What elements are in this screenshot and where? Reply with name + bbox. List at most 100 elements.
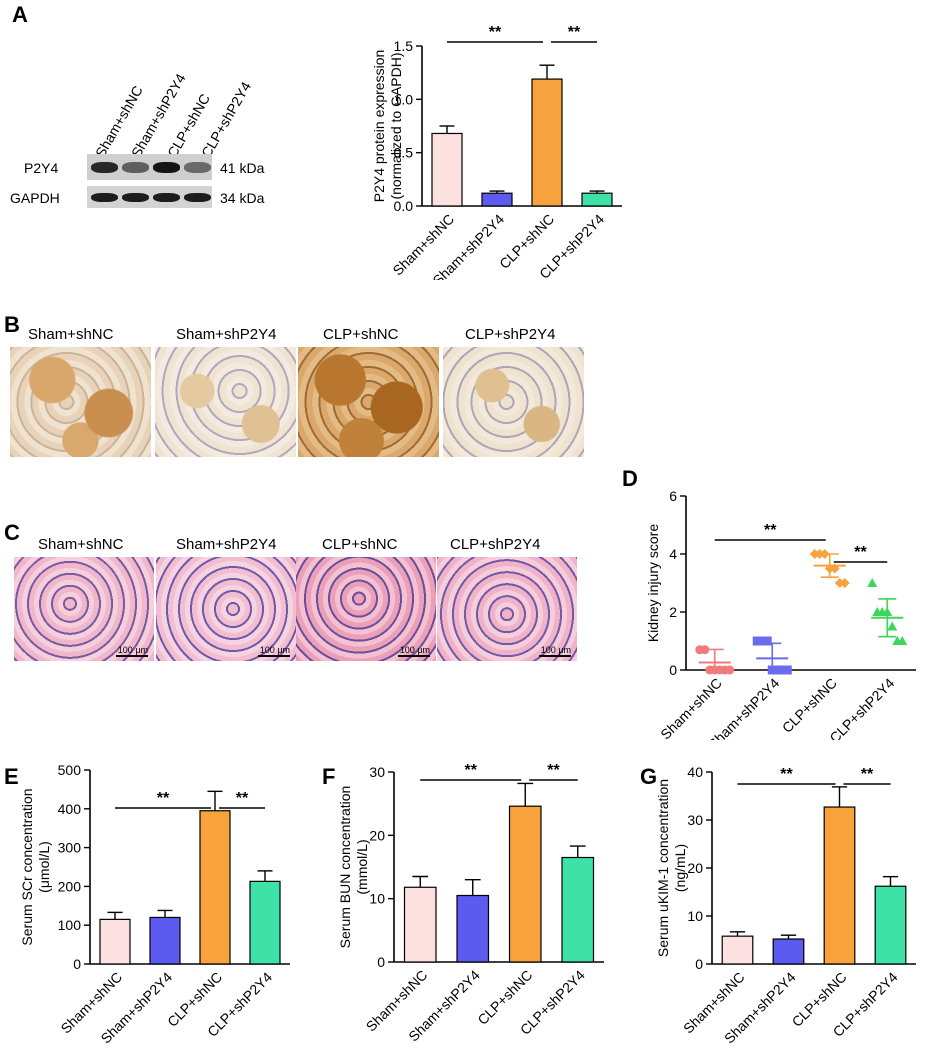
bar [199, 810, 231, 965]
blot-band [122, 161, 149, 174]
y-axis-label-2: (normalized to GAPDH) [388, 52, 404, 199]
chart-g: 0 10 20 30 40 Serum uKIM-1 concentration (ng/m… [655, 764, 916, 1046]
blot-band [184, 161, 211, 174]
significance-label: ** [489, 24, 502, 41]
scale-bar [539, 655, 571, 657]
y-tick-label: 6 [669, 488, 677, 504]
y-tick-label: 200 [58, 878, 82, 894]
western-blot: Sham+shNC Sham+shP2Y4 CLP+shNC CLP+shP2Y… [10, 40, 280, 210]
panel-letter-d: D [622, 466, 638, 491]
chart-a: 0.0 0.5 1.0 1.5 P2Y4 protein expression (norm… [371, 24, 622, 280]
blot-strip-gapdh [87, 186, 212, 208]
lane-label: CLP+shP2Y4 [198, 78, 255, 160]
bar [99, 918, 131, 965]
y-axis-label: Serum SCr concentration [19, 788, 35, 945]
y-axis-label: P2Y4 protein expression [371, 50, 387, 203]
data-point [782, 665, 792, 675]
he-image-clp-shp2y4: 100 μm [437, 557, 577, 661]
y-tick-label: 10 [369, 891, 385, 907]
blot-band [91, 192, 118, 203]
panel-letter-f: F [322, 764, 336, 789]
y-axis-label-2: (ng/mL) [672, 844, 688, 892]
data-point [700, 645, 710, 655]
y-tick-label: 10 [687, 908, 703, 924]
ihc-header: Sham+shP2Y4 [176, 326, 277, 343]
significance-label: ** [780, 766, 793, 783]
data-point [839, 578, 850, 588]
blot-size-label: 34 kDa [220, 190, 265, 206]
blot-band [184, 192, 211, 203]
data-point [897, 636, 908, 645]
data-point [762, 636, 772, 646]
y-tick-label: 40 [687, 764, 703, 780]
chart-e: 0 100 200 300 400 500 Serum SCr concentration(… [19, 762, 290, 1046]
scale-bar-label: 100 μm [259, 645, 290, 655]
y-axis-label: Serum BUN concentration [337, 786, 353, 949]
data-point [777, 665, 787, 675]
ihc-header: Sham+shNC [28, 326, 114, 343]
panel-letter-g: G [640, 764, 658, 789]
bar [531, 78, 563, 207]
y-tick-label: 1.0 [394, 91, 414, 107]
significance-label: ** [547, 762, 560, 779]
blot-row-name: GAPDH [10, 190, 60, 206]
panel-letter-c: C [4, 520, 20, 545]
scale-bar-label: 100 μm [117, 645, 148, 655]
y-tick-label: 0.5 [394, 145, 414, 161]
significance-label: ** [236, 790, 249, 807]
bar [249, 880, 281, 965]
significance-label: ** [861, 766, 874, 783]
ihc-header: CLP+shNC [323, 326, 399, 343]
y-axis-label-2: (μmol/L) [36, 841, 52, 893]
bar [772, 938, 805, 965]
data-point [887, 621, 898, 631]
y-tick-label: 30 [687, 812, 703, 828]
ihc-image-clp-shp2y4 [443, 347, 584, 457]
blot-size-label: 41 kDa [220, 160, 265, 176]
ihc-image-sham-shp2y4 [155, 347, 296, 457]
y-tick-label: 0 [377, 954, 385, 970]
blot-row-name: P2Y4 [24, 160, 59, 176]
scale-bar [258, 655, 290, 657]
y-tick-label: 0 [695, 956, 703, 972]
bar [431, 132, 463, 207]
significance-label: ** [465, 762, 478, 779]
y-tick-label: 30 [369, 764, 385, 780]
blot-band [153, 192, 180, 203]
y-tick-label: 20 [369, 827, 385, 843]
he-image-sham-shp2y4: 100 μm [156, 557, 296, 661]
y-tick-label: 2 [669, 604, 677, 620]
y-tick-label: 400 [58, 801, 82, 817]
y-axis-label: Kidney injury score [645, 524, 661, 642]
panel-letter-a: A [12, 2, 28, 27]
bar [721, 935, 754, 965]
y-tick-label: 500 [58, 762, 82, 778]
y-tick-label: 4 [669, 546, 677, 562]
ihc-image-clp-shnc [298, 347, 439, 457]
ihc-header: CLP+shP2Y4 [465, 326, 556, 343]
blot-band [122, 192, 149, 203]
bar [874, 885, 907, 965]
bar [561, 856, 595, 963]
he-header: CLP+shP2Y4 [450, 536, 541, 553]
y-tick-label: 0 [73, 956, 81, 972]
bar [823, 806, 856, 965]
x-tick-label: CLP+shNC [779, 675, 840, 736]
he-header: Sham+shNC [38, 536, 124, 553]
significance-label: ** [854, 544, 867, 561]
panel-letter-b: B [4, 312, 20, 337]
he-image-sham-shnc: 100 μm [14, 557, 154, 661]
scale-bar [398, 655, 430, 657]
y-tick-label: 0.0 [394, 198, 414, 214]
bar [508, 805, 542, 963]
data-point [867, 578, 878, 587]
significance-label: ** [764, 522, 777, 539]
blot-band [91, 161, 118, 174]
y-tick-label: 100 [58, 917, 82, 933]
significance-label: ** [157, 790, 170, 807]
bar [403, 886, 437, 963]
y-tick-label: 20 [687, 860, 703, 876]
bar [456, 894, 490, 963]
y-axis-label: Serum uKIM-1 concentration [655, 779, 671, 957]
